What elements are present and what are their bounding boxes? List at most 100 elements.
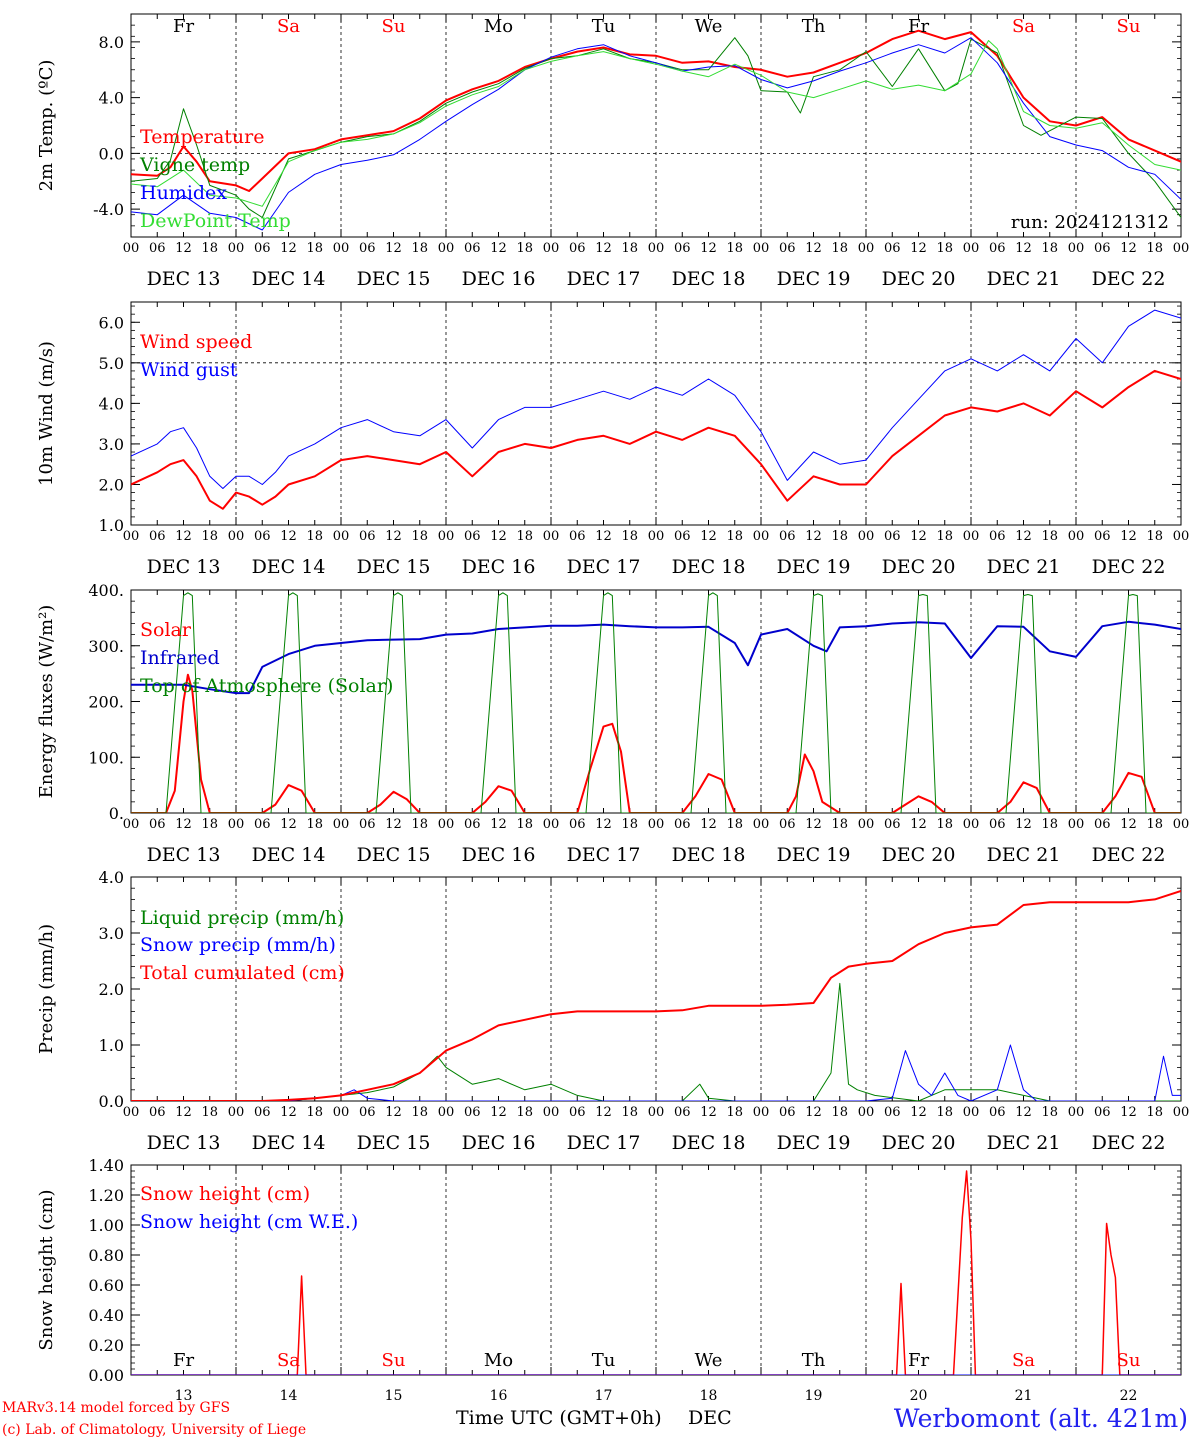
hour-tick-label: 18 (1146, 529, 1163, 544)
hour-tick-label: 00 (438, 529, 455, 544)
hour-tick-label: 12 (175, 529, 192, 544)
hour-tick-label: 18 (726, 1105, 743, 1120)
hour-tick-label: 12 (700, 529, 717, 544)
legend-entry: Snow height (cm) (140, 1183, 310, 1205)
day-number: 18 (700, 1388, 718, 1404)
hour-tick-label: 06 (254, 817, 271, 832)
series-line (131, 890, 1181, 1101)
hour-tick-label: 00 (858, 241, 875, 256)
hour-tick-label: 18 (516, 241, 533, 256)
legend-entry: Wind speed (140, 331, 252, 353)
series-line (131, 369, 1181, 510)
y-tick-label: 5.0 (99, 354, 124, 373)
hour-tick-label: 12 (595, 241, 612, 256)
day-label: Fr (908, 1350, 929, 1371)
date-label: DEC 20 (882, 268, 956, 290)
hour-tick-label: 12 (385, 1105, 402, 1120)
date-label: DEC 18 (672, 844, 746, 866)
date-label: DEC 21 (987, 1132, 1061, 1154)
y-tick-label: 4.0 (99, 394, 124, 413)
hour-tick-label: 12 (595, 817, 612, 832)
hour-tick-label: 12 (1015, 1105, 1032, 1120)
hour-tick-label: 12 (490, 1105, 507, 1120)
y-tick-label: 0.20 (88, 1336, 124, 1355)
hour-tick-label: 18 (1041, 529, 1058, 544)
series-line (131, 620, 1181, 695)
hour-tick-label: 12 (805, 817, 822, 832)
y-axis-label: Precip (mm/h) (36, 924, 57, 1054)
hour-tick-label: 18 (1146, 1105, 1163, 1120)
hour-tick-label: 18 (411, 529, 428, 544)
date-label: DEC 16 (462, 268, 536, 290)
day-number: 20 (910, 1388, 928, 1404)
hour-tick-label: 18 (201, 817, 218, 832)
date-label: DEC 14 (252, 844, 326, 866)
legend-entry: Total cumulated (cm) (140, 962, 345, 984)
hour-tick-label: 06 (1094, 241, 1111, 256)
hour-tick-label: 12 (805, 529, 822, 544)
hour-tick-label: 18 (1146, 817, 1163, 832)
panel-frame (130, 589, 1182, 814)
hour-tick-label: 06 (674, 817, 691, 832)
y-tick-label: 1.0 (99, 516, 124, 535)
hour-tick-label: 12 (280, 241, 297, 256)
legend-entry: Humidex (140, 182, 227, 204)
hour-tick-label: 00 (438, 817, 455, 832)
hour-tick-label: 06 (674, 529, 691, 544)
hour-tick-label: 00 (648, 529, 665, 544)
hour-tick-label: 00 (963, 529, 980, 544)
date-label: DEC 16 (462, 1132, 536, 1154)
date-label: DEC 18 (672, 556, 746, 578)
hour-tick-label: 12 (1120, 817, 1137, 832)
y-tick-label: 1.20 (88, 1186, 124, 1205)
hour-tick-label: 00 (438, 241, 455, 256)
y-tick-label: 2.0 (99, 475, 124, 494)
hour-tick-label: 12 (1015, 529, 1032, 544)
hour-tick-label: 18 (516, 817, 533, 832)
day-label: Mo (484, 16, 513, 37)
panel-snow: 0.00 0.20 0.40 0.60 0.80 1.00 1.20 1.40 Snow hei… (36, 1156, 1182, 1404)
date-label: DEC 15 (357, 556, 431, 578)
date-label: DEC 21 (987, 268, 1061, 290)
hour-tick-label: 00 (543, 241, 560, 256)
hour-tick-label: 12 (175, 1105, 192, 1120)
day-label: We (695, 1350, 723, 1371)
day-label: We (695, 16, 723, 37)
hour-tick-label: 18 (411, 1105, 428, 1120)
y-tick-label: 6.0 (99, 313, 124, 332)
hour-tick-label: 12 (910, 817, 927, 832)
date-label: DEC 17 (567, 268, 641, 290)
hour-tick-label: 12 (280, 817, 297, 832)
y-tick-label: 100. (88, 748, 124, 767)
series-line (131, 592, 1181, 813)
hour-tick-label: 06 (1094, 1105, 1111, 1120)
hour-tick-label: 06 (254, 529, 271, 544)
date-label: DEC 20 (882, 556, 956, 578)
date-label: DEC 14 (252, 556, 326, 578)
hour-tick-label: 00 (123, 529, 140, 544)
series-line (131, 673, 1181, 813)
hour-tick-label: 12 (175, 241, 192, 256)
date-label: DEC 16 (462, 844, 536, 866)
hour-tick-label: 12 (910, 241, 927, 256)
date-label: DEC 21 (987, 556, 1061, 578)
series-line (131, 1044, 1181, 1101)
hour-tick-label: 06 (359, 817, 376, 832)
hour-tick-label: 12 (805, 1105, 822, 1120)
hour-tick-label: 06 (149, 529, 166, 544)
hour-tick-label: 06 (779, 241, 796, 256)
hour-tick-label: 06 (254, 1105, 271, 1120)
hour-tick-label: 18 (306, 817, 323, 832)
series-line (131, 309, 1181, 489)
hour-tick-label: 06 (989, 817, 1006, 832)
y-tick-label: 0. (109, 804, 124, 823)
hour-tick-label: 06 (359, 241, 376, 256)
hour-tick-label: 18 (936, 241, 953, 256)
hour-tick-label: 00 (753, 241, 770, 256)
hour-tick-label: 12 (595, 1105, 612, 1120)
y-tick-label: 1.40 (88, 1156, 124, 1175)
hour-tick-label: 18 (726, 529, 743, 544)
hour-tick-label: 06 (569, 529, 586, 544)
day-label: Th (802, 1350, 826, 1371)
hour-tick-label: 06 (464, 529, 481, 544)
